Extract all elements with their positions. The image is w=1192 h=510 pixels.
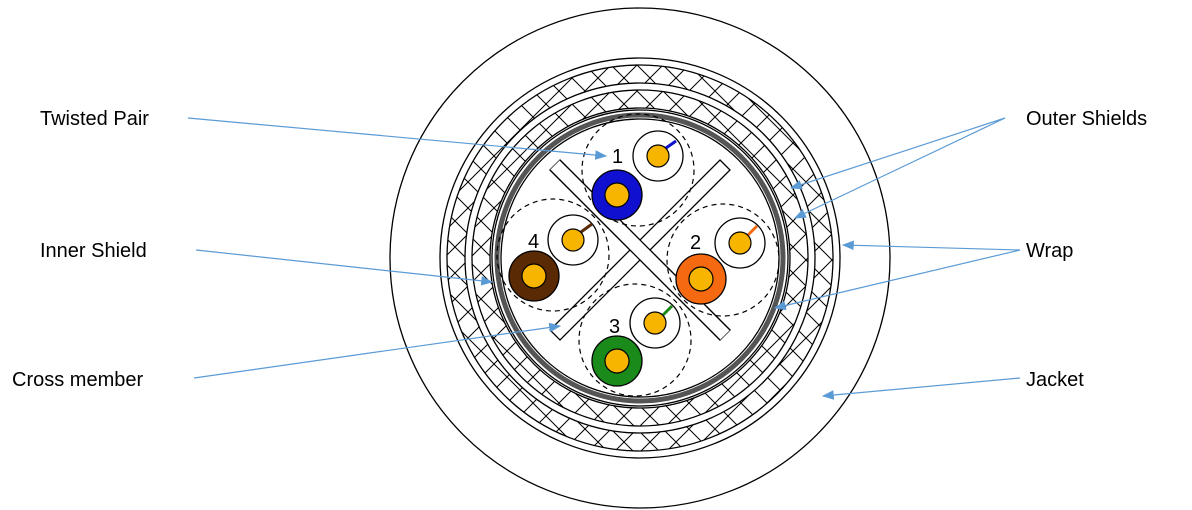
label-twisted-pair: Twisted Pair bbox=[40, 108, 149, 130]
pair-4-white-conductor bbox=[561, 228, 585, 252]
pair-4-color-conductor bbox=[521, 263, 547, 289]
leader-cross-member bbox=[193, 322, 562, 379]
pair-4-number: 4 bbox=[528, 231, 539, 253]
leader-wrap-2 bbox=[773, 249, 1021, 311]
pair-1-white-conductor bbox=[646, 144, 670, 168]
pair-3-boundary bbox=[578, 283, 692, 397]
pair-3-white-conductor bbox=[643, 311, 667, 335]
label-cross-member: Cross member bbox=[12, 369, 143, 391]
pair-2-white-conductor bbox=[728, 231, 752, 255]
label-outer-shields: Outer Shields bbox=[1026, 108, 1147, 130]
pair-1-stripe bbox=[665, 139, 677, 150]
pair-3-stripe bbox=[661, 304, 674, 317]
pair-3-color-conductor bbox=[604, 348, 630, 374]
leader-wrap-1 bbox=[841, 240, 1021, 251]
leader-outer-shield-2 bbox=[793, 117, 1006, 219]
leader-outer-shield-1 bbox=[789, 117, 1006, 190]
pair-2-stripe bbox=[746, 224, 759, 237]
leader-jacket bbox=[821, 377, 1021, 400]
pair-1-number: 1 bbox=[612, 146, 623, 168]
label-wrap: Wrap bbox=[1026, 240, 1073, 262]
label-jacket: Jacket bbox=[1026, 369, 1084, 391]
label-inner-shield: Inner Shield bbox=[40, 240, 147, 262]
leader-inner-shield bbox=[195, 249, 494, 286]
pair-2-boundary bbox=[666, 203, 780, 317]
pair-2-color-conductor bbox=[688, 266, 714, 292]
leader-lines bbox=[187, 117, 1021, 400]
pair-2-number: 2 bbox=[690, 232, 701, 254]
pair-4-boundary bbox=[496, 198, 610, 312]
leader-twisted-pair bbox=[187, 117, 608, 160]
pair-3-number: 3 bbox=[609, 316, 620, 338]
pair-4-stripe bbox=[580, 222, 593, 234]
pair-1-color-conductor bbox=[604, 182, 630, 208]
twisted-pairs: 1 2 3 4 bbox=[496, 113, 780, 397]
pair-1-boundary bbox=[581, 113, 695, 227]
